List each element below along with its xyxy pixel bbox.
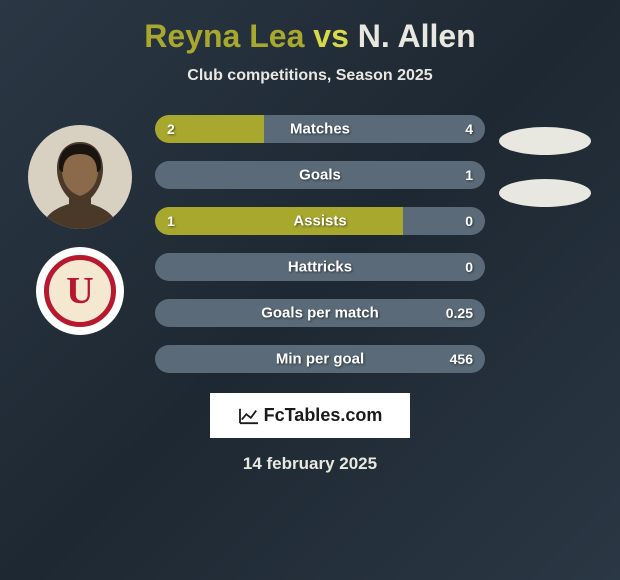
player1-avatar: [28, 125, 132, 229]
team-logo-letter: U: [44, 255, 116, 327]
stat-value-right: 0: [465, 213, 473, 229]
stat-label: Min per goal: [276, 351, 364, 368]
team-logo: U: [36, 247, 124, 335]
player2-team-placeholder: [499, 179, 591, 207]
comparison-card: Reyna Lea vs N. Allen Club competitions,…: [0, 0, 620, 580]
stat-value-right: 0.25: [446, 305, 473, 321]
stat-label: Assists: [293, 213, 346, 230]
date-text: 14 february 2025: [20, 454, 600, 474]
player2-name: N. Allen: [358, 18, 476, 54]
chart-icon: [238, 407, 260, 425]
player2-avatar-placeholder: [499, 127, 591, 155]
page-title: Reyna Lea vs N. Allen: [20, 18, 600, 55]
stat-row: Assists 1 0: [155, 207, 485, 235]
brand-text: FcTables.com: [264, 405, 383, 426]
content-row: U Matches 2 4 Goals 1 Assists 1 0 Hattricks 0 Goal…: [20, 115, 600, 373]
brand-badge: FcTables.com: [210, 393, 410, 438]
title-vs: vs: [313, 18, 349, 54]
stat-row: Hattricks 0: [155, 253, 485, 281]
stat-label: Matches: [290, 121, 350, 138]
stat-value-right: 456: [450, 351, 473, 367]
stat-value-right: 0: [465, 259, 473, 275]
player1-name: Reyna Lea: [144, 18, 304, 54]
subtitle: Club competitions, Season 2025: [20, 67, 600, 85]
stat-row: Goals per match 0.25: [155, 299, 485, 327]
stat-label: Goals per match: [261, 305, 379, 322]
stat-row: Goals 1: [155, 161, 485, 189]
right-column: [490, 115, 600, 207]
bar-left: [155, 207, 403, 235]
left-column: U: [20, 115, 140, 335]
stat-row: Matches 2 4: [155, 115, 485, 143]
stat-value-right: 1: [465, 167, 473, 183]
stat-label: Hattricks: [288, 259, 352, 276]
stats-bars: Matches 2 4 Goals 1 Assists 1 0 Hattricks 0 Goals …: [140, 115, 490, 373]
stat-value-right: 4: [465, 121, 473, 137]
stat-value-left: 1: [167, 213, 175, 229]
stat-row: Min per goal 456: [155, 345, 485, 373]
stat-label: Goals: [299, 167, 341, 184]
stat-value-left: 2: [167, 121, 175, 137]
avatar-silhouette-icon: [35, 134, 125, 229]
